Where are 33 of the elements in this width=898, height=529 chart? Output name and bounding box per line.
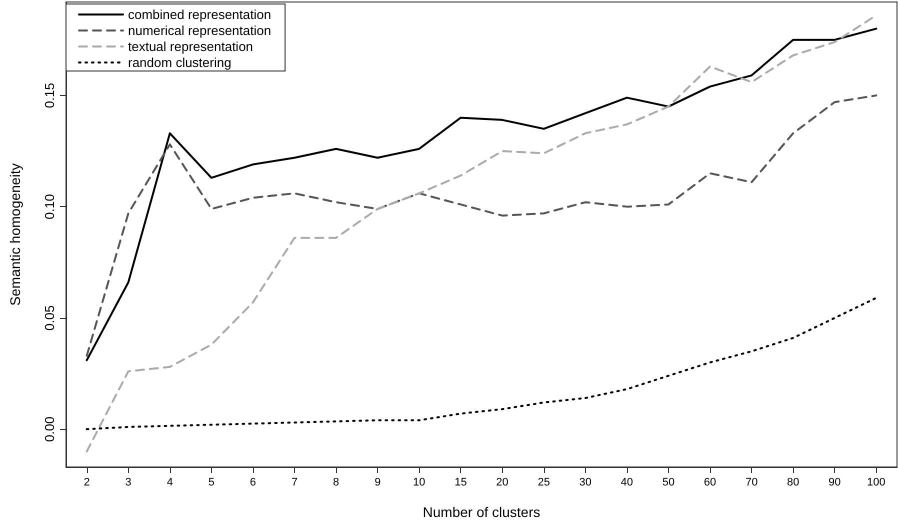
- x-tick-label: 60: [704, 476, 716, 488]
- x-tick-label: 25: [538, 476, 550, 488]
- legend-label: textual representation: [128, 39, 254, 54]
- line-series: [86, 296, 878, 430]
- x-tick-label: 40: [620, 476, 634, 488]
- x-tick-label: 30: [579, 476, 592, 488]
- x-tick-label: 6: [250, 476, 256, 488]
- x-tick-label: 50: [662, 476, 675, 488]
- y-axis-title: Semantic homogeneity: [7, 163, 23, 306]
- x-tick-label: 8: [333, 476, 340, 488]
- y-tick-label: 0.15: [42, 82, 57, 108]
- x-tick-label: 9: [374, 476, 381, 488]
- x-tick-label: 5: [208, 476, 214, 488]
- x-tick-label: 80: [787, 476, 800, 488]
- line-series: [86, 94, 878, 357]
- x-axis-title: Number of clusters: [422, 504, 540, 520]
- x-tick-label: 7: [291, 476, 298, 488]
- y-tick-label: 0.00: [42, 416, 57, 442]
- x-tick-label: 20: [496, 476, 508, 488]
- y-tick-label: 0.10: [42, 194, 57, 220]
- y-tick-label: 0.05: [42, 305, 57, 331]
- x-tick-label: 15: [454, 476, 467, 488]
- x-tick-label: 10: [413, 476, 426, 488]
- legend-label: numerical representation: [128, 23, 272, 38]
- legend-label: combined representation: [128, 7, 272, 22]
- x-tick-label: 90: [828, 476, 841, 488]
- x-tick-label: 70: [745, 476, 758, 488]
- x-tick-label: 2: [84, 476, 90, 488]
- x-tick-label: 100: [867, 476, 886, 488]
- x-tick-label: 3: [125, 476, 132, 488]
- legend-label: random clustering: [128, 55, 232, 70]
- x-tick-label: 4: [166, 476, 173, 488]
- line-series: [86, 28, 878, 362]
